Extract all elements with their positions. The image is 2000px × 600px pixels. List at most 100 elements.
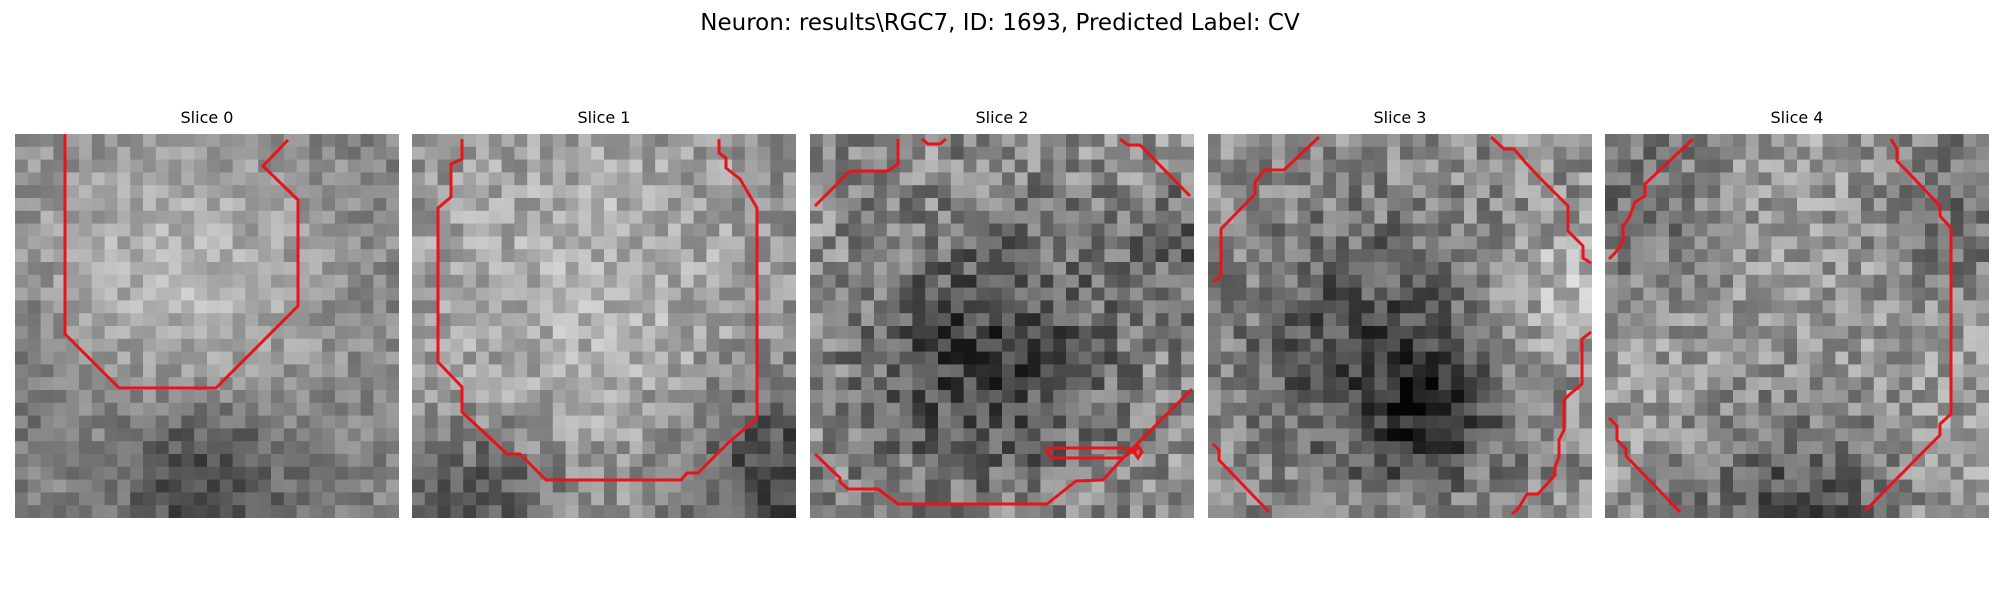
pixel-cell bbox=[283, 134, 297, 148]
pixel-cell bbox=[1771, 185, 1785, 199]
pixel-cell bbox=[1912, 159, 1926, 173]
pixel-cell bbox=[168, 198, 182, 212]
pixel-cell bbox=[27, 159, 41, 173]
pixel-cell bbox=[1078, 326, 1092, 340]
pixel-cell bbox=[373, 402, 387, 416]
pixel-cell bbox=[1925, 262, 1939, 276]
pixel-cell bbox=[27, 274, 41, 288]
pixel-cell bbox=[1720, 492, 1734, 506]
pixel-cell bbox=[655, 313, 669, 327]
pixel-cell bbox=[283, 390, 297, 404]
pixel-cell bbox=[1720, 223, 1734, 237]
pixel-cell bbox=[1476, 210, 1490, 224]
pixel-cell bbox=[412, 428, 426, 442]
pixel-cell bbox=[207, 454, 221, 468]
pixel-cell bbox=[604, 441, 618, 455]
pixel-cell bbox=[1412, 428, 1426, 442]
pixel-cell bbox=[130, 390, 144, 404]
pixel-cell bbox=[373, 313, 387, 327]
pixel-cell bbox=[1464, 402, 1478, 416]
pixel-cell bbox=[1259, 300, 1273, 314]
pixel-cell bbox=[1566, 134, 1580, 148]
pixel-cell bbox=[642, 249, 656, 263]
pixel-cell bbox=[1643, 402, 1657, 416]
pixel-cell bbox=[822, 364, 836, 378]
pixel-cell bbox=[810, 390, 824, 404]
pixel-cell bbox=[1091, 377, 1105, 391]
pixel-cell bbox=[1361, 441, 1375, 455]
pixel-cell bbox=[783, 300, 796, 314]
pixel-cell bbox=[1720, 134, 1734, 148]
pixel-cell bbox=[335, 159, 349, 173]
pixel-cell bbox=[91, 441, 105, 455]
pixel-cell bbox=[1758, 313, 1772, 327]
pixel-cell bbox=[1053, 223, 1067, 237]
pixel-cell bbox=[1130, 326, 1144, 340]
pixel-cell bbox=[1784, 198, 1798, 212]
pixel-cell bbox=[1091, 390, 1105, 404]
pixel-cell bbox=[476, 287, 490, 301]
pixel-cell bbox=[1208, 300, 1222, 314]
pixel-cell bbox=[232, 428, 246, 442]
pixel-cell bbox=[1720, 466, 1734, 480]
pixel-cell bbox=[1745, 274, 1759, 288]
pixel-cell bbox=[706, 466, 720, 480]
pixel-cell bbox=[757, 326, 771, 340]
pixel-cell bbox=[668, 402, 682, 416]
pixel-cell bbox=[655, 223, 669, 237]
pixel-cell bbox=[1553, 249, 1567, 263]
pixel-cell bbox=[810, 172, 824, 186]
pixel-cell bbox=[976, 338, 990, 352]
pixel-cell bbox=[194, 262, 208, 276]
pixel-cell bbox=[1142, 479, 1156, 493]
pixel-cell bbox=[668, 223, 682, 237]
pixel-cell bbox=[1208, 377, 1222, 391]
pixel-cell bbox=[989, 198, 1003, 212]
pixel-cell bbox=[1540, 159, 1554, 173]
pixel-cell bbox=[1963, 313, 1977, 327]
pixel-cell bbox=[770, 249, 784, 263]
pixel-cell bbox=[1374, 287, 1388, 301]
pixel-cell bbox=[976, 300, 990, 314]
pixel-cell bbox=[810, 210, 824, 224]
pixel-cell bbox=[1758, 326, 1772, 340]
pixel-cell bbox=[655, 441, 669, 455]
pixel-cell bbox=[1476, 313, 1490, 327]
pixel-cell bbox=[258, 415, 272, 429]
pixel-cell bbox=[271, 479, 285, 493]
pixel-cell bbox=[1208, 390, 1222, 404]
pixel-cell bbox=[40, 236, 54, 250]
pixel-cell bbox=[1002, 172, 1016, 186]
pixel-cell bbox=[822, 377, 836, 391]
pixel-cell bbox=[1310, 505, 1324, 518]
pixel-cell bbox=[1361, 198, 1375, 212]
pixel-cell bbox=[155, 185, 169, 199]
pixel-cell bbox=[874, 326, 888, 340]
pixel-cell bbox=[719, 441, 733, 455]
pixel-cell bbox=[79, 223, 93, 237]
pixel-cell bbox=[989, 351, 1003, 365]
pixel-cell bbox=[655, 146, 669, 160]
pixel-cell bbox=[1104, 236, 1118, 250]
pixel-cell bbox=[976, 274, 990, 288]
pixel-cell bbox=[1220, 287, 1234, 301]
pixel-cell bbox=[591, 415, 605, 429]
pixel-cell bbox=[706, 351, 720, 365]
pixel-cell bbox=[1605, 364, 1619, 378]
pixel-cell bbox=[1451, 415, 1465, 429]
pixel-cell bbox=[1797, 415, 1811, 429]
pixel-cell bbox=[642, 223, 656, 237]
pixel-cell bbox=[912, 249, 926, 263]
pixel-cell bbox=[783, 505, 796, 518]
pixel-cell bbox=[1720, 287, 1734, 301]
pixel-cell bbox=[232, 300, 246, 314]
pixel-cell bbox=[501, 300, 515, 314]
pixel-cell bbox=[976, 505, 990, 518]
pixel-cell bbox=[604, 210, 618, 224]
pixel-cell bbox=[668, 415, 682, 429]
pixel-cell bbox=[963, 479, 977, 493]
pixel-cell bbox=[1694, 300, 1708, 314]
pixel-cell bbox=[1758, 300, 1772, 314]
pixel-cell bbox=[514, 415, 528, 429]
pixel-cell bbox=[1912, 262, 1926, 276]
